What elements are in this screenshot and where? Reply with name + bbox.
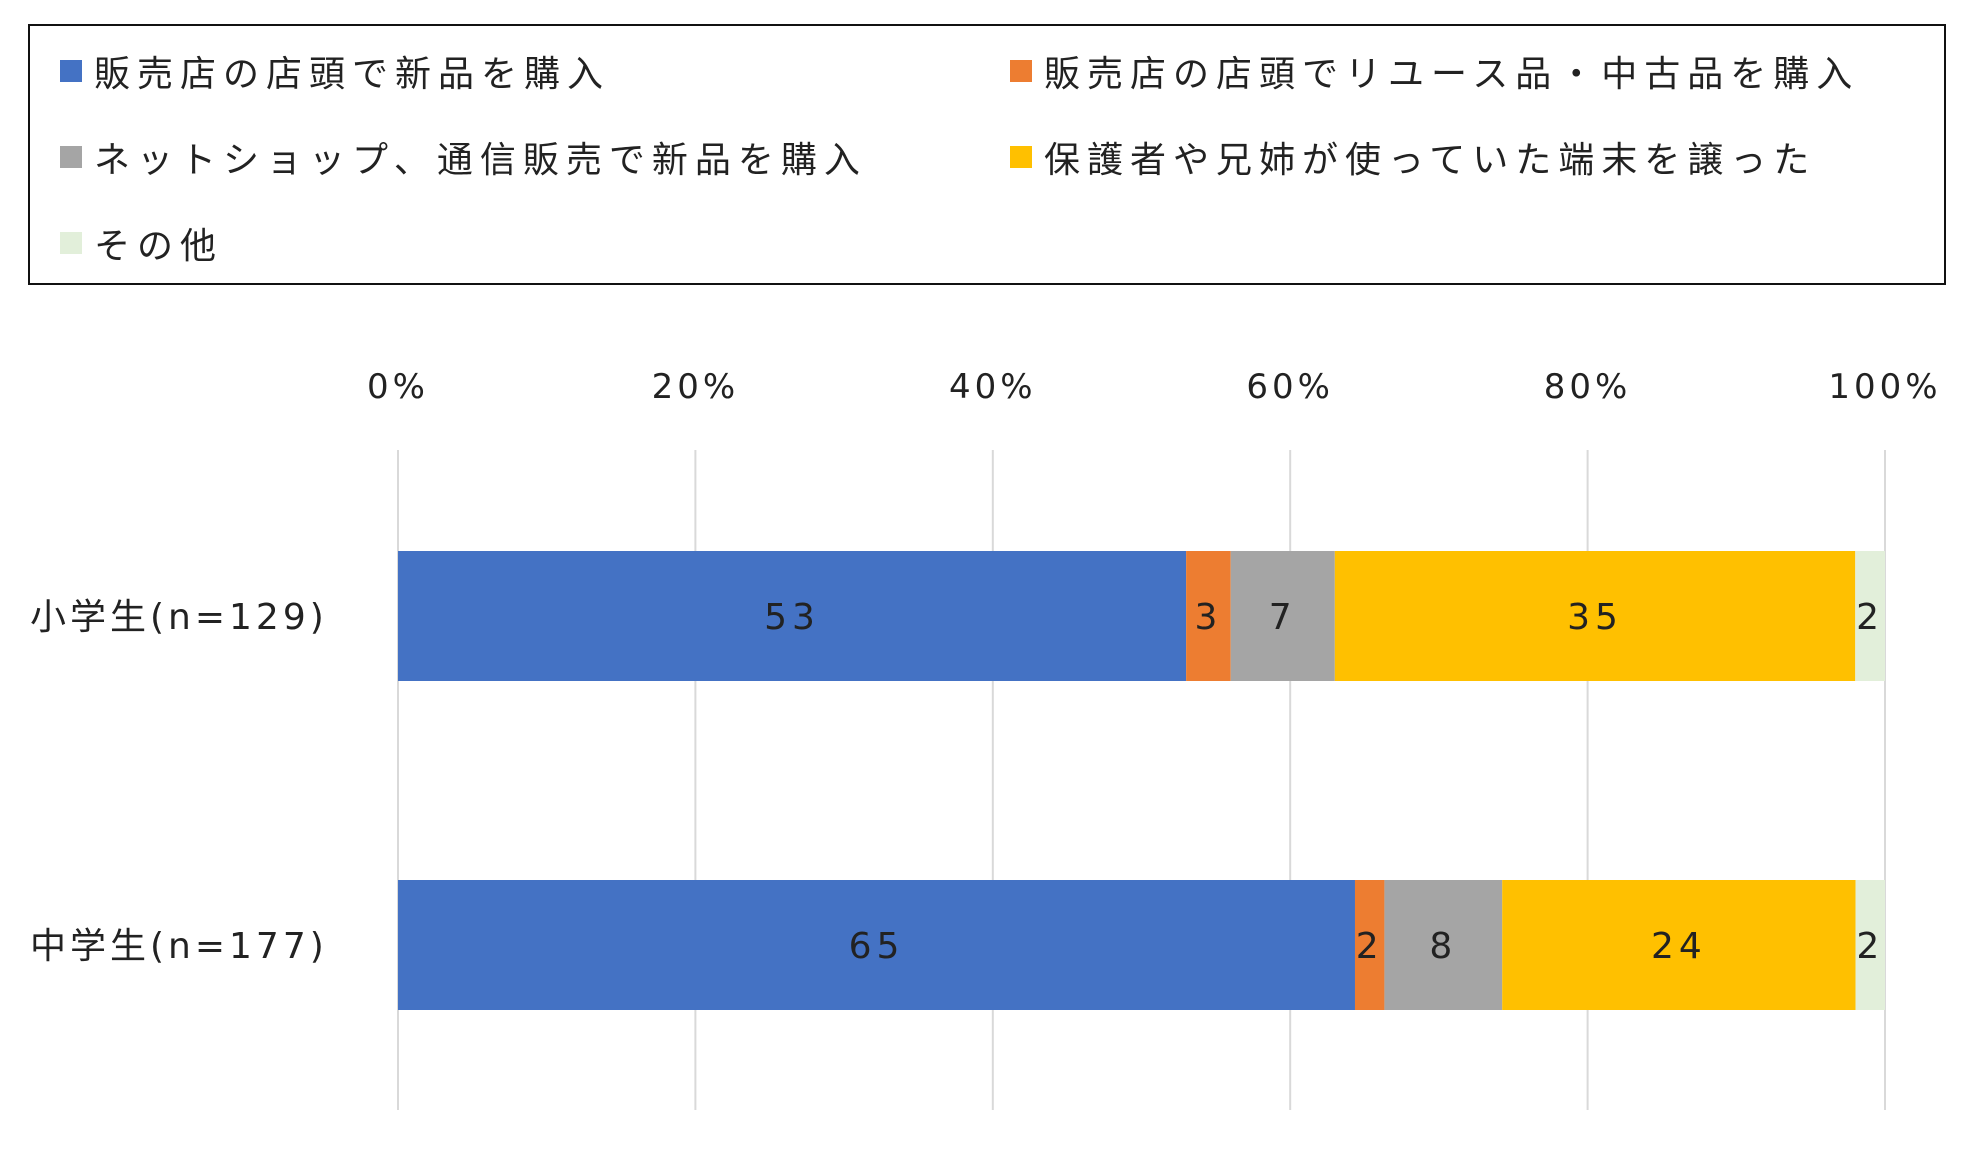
data-label: 2: [1856, 926, 1884, 967]
bar-segment: [1230, 551, 1335, 681]
gridlines: [397, 450, 1886, 1110]
data-label: 35: [1567, 597, 1623, 638]
category-labels: 小学生(n=129) 中学生(n=177): [30, 597, 328, 967]
x-tick-label: 20%: [652, 367, 740, 407]
data-labels: 53 3 7 35 2 65 2 8 24 2: [764, 597, 1884, 967]
legend-label: ネットショップ、通信販売で新品を購入: [94, 140, 867, 181]
legend-label: 販売店の店頭で新品を購入: [94, 54, 611, 95]
bar-segment: [398, 880, 1355, 1010]
bar-segment: [1855, 880, 1885, 1010]
category-label: 小学生(n=129): [30, 597, 328, 638]
legend-item: 保護者や兄姉が使っていた端末を譲った: [1010, 132, 1816, 182]
bar-segment: [1334, 551, 1856, 681]
data-label: 8: [1429, 926, 1457, 967]
category-label: 中学生(n=177): [30, 926, 328, 967]
legend-item: ネットショップ、通信販売で新品を購入: [60, 132, 867, 182]
legend-label: 販売店の店頭でリユース品・中古品を購入: [1044, 54, 1860, 95]
x-tick-label: 100%: [1828, 367, 1941, 407]
x-tick-label: 0%: [367, 367, 429, 407]
x-tick-label: 80%: [1544, 367, 1632, 407]
legend-swatch: [1010, 60, 1032, 82]
legend-swatch: [60, 232, 82, 254]
data-label: 2: [1356, 926, 1384, 967]
bar-segment: [1186, 551, 1231, 681]
legend-swatch: [1010, 146, 1032, 168]
bar-segment: [398, 551, 1187, 681]
data-label: 53: [764, 597, 820, 638]
data-label: 2: [1856, 597, 1884, 638]
data-label: 3: [1194, 597, 1222, 638]
bar-segment: [1502, 880, 1856, 1010]
bar-segment: [1384, 880, 1503, 1010]
legend-swatch: [60, 60, 82, 82]
legend-item: 販売店の店頭でリユース品・中古品を購入: [1010, 46, 1859, 96]
legend-item: その他: [60, 218, 223, 268]
legend: 販売店の店頭で新品を購入 販売店の店頭でリユース品・中古品を購入ネットショップ、通…: [28, 24, 1946, 285]
bar-segment: [1354, 880, 1385, 1010]
legend-label: 保護者や兄姉が使っていた端末を譲った: [1044, 140, 1817, 181]
x-axis-ticks: 0% 20% 40% 60% 80% 100%: [367, 367, 1941, 407]
legend-item: 販売店の店頭で新品を購入: [60, 46, 610, 96]
data-label: 24: [1651, 926, 1707, 967]
bar-segment: [1855, 551, 1885, 681]
x-tick-label: 60%: [1246, 367, 1334, 407]
legend-swatch: [60, 146, 82, 168]
data-label: 7: [1269, 597, 1297, 638]
x-tick-label: 40%: [949, 367, 1037, 407]
legend-label: その他: [94, 226, 224, 267]
data-label: 65: [849, 926, 905, 967]
bars: [398, 551, 1885, 1010]
